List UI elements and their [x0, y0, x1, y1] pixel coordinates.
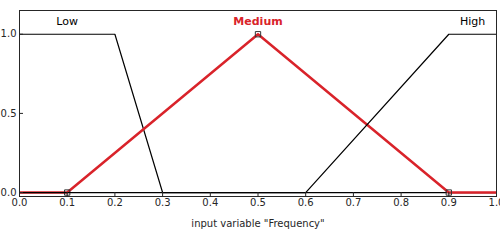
svg-text:High: High	[460, 15, 485, 28]
svg-text:0.5: 0.5	[250, 197, 266, 208]
svg-text:0.8: 0.8	[393, 197, 409, 208]
svg-text:0.0: 0.0	[12, 197, 28, 208]
svg-text:1.0: 1.0	[1, 28, 17, 39]
svg-text:0.6: 0.6	[298, 197, 314, 208]
svg-text:0.2: 0.2	[107, 197, 123, 208]
svg-text:0.5: 0.5	[1, 108, 17, 119]
svg-text:0.9: 0.9	[441, 197, 457, 208]
svg-text:0.4: 0.4	[202, 197, 218, 208]
svg-text:0.1: 0.1	[59, 197, 75, 208]
svg-text:1.0: 1.0	[489, 197, 500, 208]
svg-text:0.0: 0.0	[1, 187, 17, 198]
svg-text:Low: Low	[56, 15, 78, 28]
svg-text:Medium: Medium	[233, 15, 282, 28]
svg-text:input variable "Frequency": input variable "Frequency"	[191, 218, 324, 229]
svg-text:0.7: 0.7	[345, 197, 361, 208]
svg-text:0.3: 0.3	[155, 197, 171, 208]
